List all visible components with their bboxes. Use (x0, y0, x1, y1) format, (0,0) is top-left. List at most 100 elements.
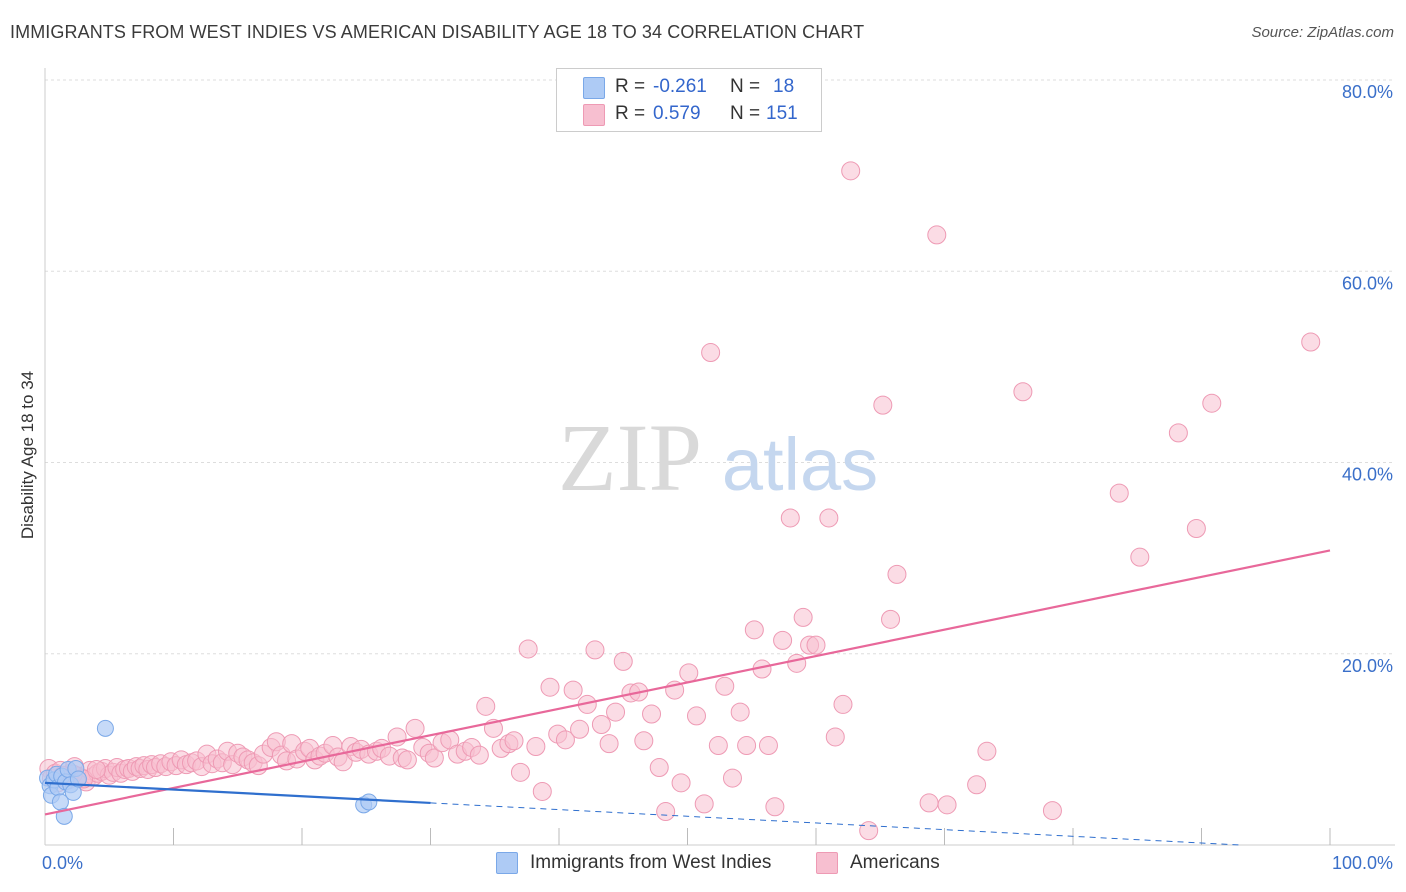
legend-n-label-2: N = (730, 103, 761, 124)
americans-point-109 (649, 758, 669, 778)
americans-point-110 (656, 802, 676, 822)
americans-point-94 (540, 677, 560, 697)
correlation-legend: R = -0.261 N = 18 R = 0.579 N = 151 (556, 68, 822, 132)
americans-trend-line (44, 549, 1331, 816)
bottom-legend-label-americans: Americans (850, 852, 940, 873)
legend-r-value-1: -0.261 (653, 76, 707, 97)
americans-point-148 (1130, 547, 1150, 567)
y-tick-label-2: 60.0% (1342, 273, 1393, 293)
americans-point-119 (722, 768, 742, 788)
bottom-legend-label-west-indies: Immigrants from West Indies (530, 852, 772, 873)
axes (44, 68, 1395, 846)
americans-point-100 (585, 640, 605, 660)
legend-swatch-americans (583, 104, 605, 126)
americans-point-151 (1202, 393, 1222, 413)
americans-point-136 (859, 821, 879, 841)
americans-point-141 (927, 225, 947, 245)
west-indies-trend-extension (430, 802, 1241, 846)
americans-point-137 (873, 395, 893, 415)
west-indies-point-17 (360, 793, 378, 811)
bottom-legend-west-indies: Immigrants from West Indies (496, 852, 771, 874)
gridlines (45, 79, 1395, 655)
americans-point-75 (405, 718, 425, 738)
americans-point-114 (686, 706, 706, 726)
americans-point-122 (744, 620, 764, 640)
americans-point-139 (887, 564, 907, 584)
americans-point-140 (919, 793, 939, 813)
americans-point-120 (730, 702, 750, 722)
x-tick-label-max: 100.0% (1332, 853, 1393, 873)
americans-point-90 (510, 762, 530, 782)
west-indies-point-14 (69, 770, 87, 788)
americans-point-92 (526, 737, 546, 757)
americans-point-85 (476, 696, 496, 716)
y-tick-label-3: 80.0% (1342, 82, 1393, 102)
americans-point-98 (570, 719, 590, 739)
legend-n-value-1: 18 (773, 76, 795, 97)
americans-point-147 (1109, 483, 1129, 503)
chart-title: IMMIGRANTS FROM WEST INDIES VS AMERICAN … (10, 22, 865, 42)
bottom-legend-swatch-west-indies (496, 852, 518, 874)
americans-point-150 (1186, 518, 1206, 538)
west-indies-point-15 (96, 719, 114, 737)
americans-point-131 (806, 635, 826, 655)
americans-point-74 (397, 750, 417, 770)
americans-point-115 (694, 794, 714, 814)
americans-point-84 (469, 745, 489, 765)
americans-point-142 (937, 795, 957, 815)
americans-point-156 (86, 759, 106, 779)
americans-point-117 (708, 736, 728, 756)
americans-point-108 (642, 704, 662, 724)
americans-point-124 (758, 736, 778, 756)
y-tick-label-0: 20.0% (1342, 656, 1393, 676)
americans-point-138 (881, 609, 901, 629)
west-indies-trend-line (44, 781, 431, 805)
americans-point-104 (613, 651, 633, 671)
bottom-legend-americans: Americans (816, 852, 940, 874)
bottom-legend-swatch-americans (816, 852, 838, 874)
legend-n-label-1: N = (730, 76, 761, 97)
americans-point-89 (504, 731, 524, 751)
legend-swatch-west-indies (583, 77, 605, 99)
trend-lines (44, 549, 1331, 846)
americans-point-78 (424, 748, 444, 768)
americans-point-128 (787, 653, 807, 673)
y-tick-label-1: 40.0% (1342, 465, 1393, 485)
americans-point-126 (773, 630, 793, 650)
legend-r-value-2: 0.579 (653, 103, 701, 124)
americans-point-102 (599, 734, 619, 754)
americans-point-133 (825, 727, 845, 747)
americans-point-97 (563, 680, 583, 700)
americans-point-125 (765, 797, 785, 817)
americans-point-113 (679, 663, 699, 683)
americans-point-91 (518, 639, 538, 659)
americans-point-93 (532, 781, 552, 801)
legend-r-label-2: R = (615, 103, 646, 124)
americans-point-103 (606, 702, 626, 722)
americans-point-121 (737, 736, 757, 756)
source-label: Source: ZipAtlas.com (1251, 24, 1394, 41)
americans-point-145 (1013, 382, 1033, 402)
legend-n-value-2: 151 (766, 103, 798, 124)
americans-point-146 (1042, 801, 1062, 821)
americans-point-134 (833, 694, 853, 714)
tick-labels: 20.0% 40.0% 60.0% 80.0% 0.0% 100.0% (42, 82, 1393, 873)
americans-point-129 (793, 607, 813, 627)
americans-point-101 (591, 715, 611, 735)
americans-point-107 (634, 731, 654, 751)
watermark-atlas: atlas (722, 423, 878, 506)
americans-point-118 (715, 676, 735, 696)
americans-point-135 (841, 161, 861, 181)
americans-point-152 (1301, 332, 1321, 352)
watermark: ZIP atlas (558, 404, 878, 511)
watermark-zip: ZIP (558, 404, 702, 511)
americans-point-127 (780, 508, 800, 528)
americans-point-144 (977, 741, 997, 761)
x-tick-label-min: 0.0% (42, 853, 83, 873)
americans-point-116 (701, 343, 721, 363)
americans-point-149 (1168, 423, 1188, 443)
americans-point-143 (967, 775, 987, 795)
americans-point-112 (671, 773, 691, 793)
legend-r-label-1: R = (615, 76, 646, 97)
